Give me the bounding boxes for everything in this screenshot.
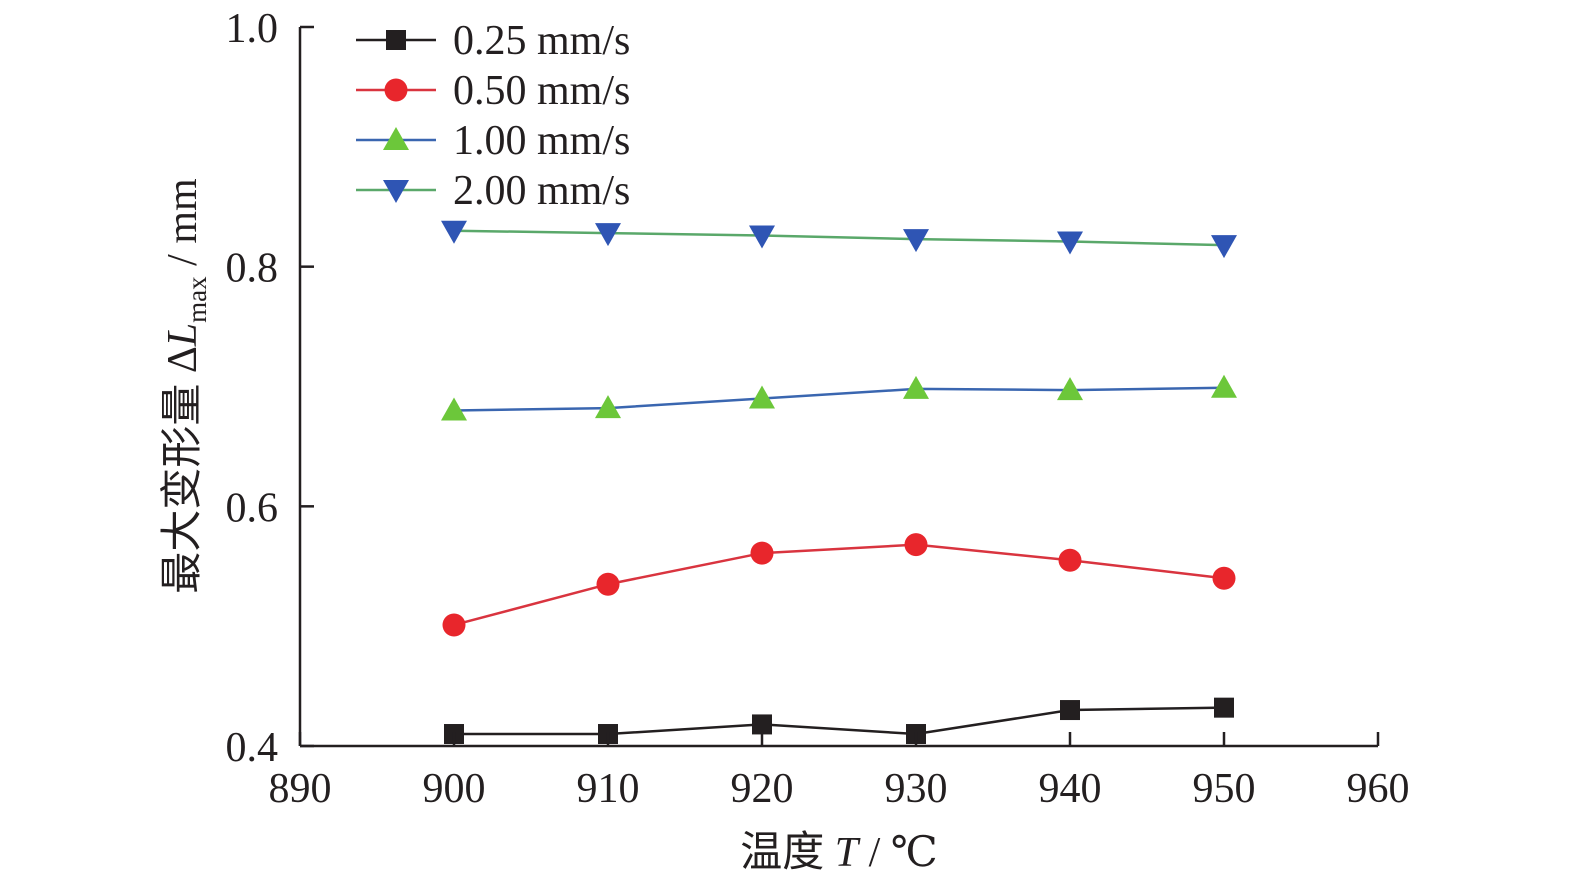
x-tick-label: 920 [731, 766, 794, 812]
data-point-3-0 [441, 220, 467, 244]
x-axis-title: 温度 T / ℃ [740, 830, 938, 876]
series-line-0 [454, 706, 1225, 736]
data-point-1-2 [750, 541, 774, 565]
legend-marker-0 [386, 30, 406, 50]
x-tick-label: 890 [269, 766, 332, 812]
series-line-2 [453, 386, 1225, 412]
data-point-2-5 [1211, 374, 1237, 398]
y-tick-label: 0.6 [226, 485, 279, 531]
data-point-3-4 [1057, 231, 1083, 255]
data-point-0-4 [1060, 700, 1080, 721]
x-axis-title-unit: / ℃ [858, 830, 938, 876]
legend-label-0: 0.25 mm/s [453, 18, 630, 64]
axes [298, 27, 1378, 748]
legend-marker-3 [383, 180, 409, 203]
legend-label-1: 0.50 mm/s [453, 68, 630, 114]
x-tick-label: 960 [1347, 766, 1410, 812]
y-axis-title: 最大变形量 ΔLmax / mm [159, 178, 212, 594]
legend-label-3: 2.00 mm/s [453, 168, 630, 214]
series-line-3 [453, 229, 1225, 247]
data-point-3-3 [903, 229, 929, 253]
data-point-2-3 [903, 375, 929, 399]
y-axis-title-sub: max [182, 276, 212, 323]
y-ticks: 0.4 0.6 0.8 1.0 [226, 6, 314, 771]
x-tick-label: 950 [1193, 766, 1256, 812]
x-tick-label: 930 [885, 766, 948, 812]
y-tick-label: 0.8 [226, 246, 279, 292]
x-axis-title-var: T [835, 830, 861, 876]
data-point-1-5 [1212, 566, 1236, 590]
plot-markers [441, 220, 1237, 745]
x-tick-label: 940 [1039, 766, 1102, 812]
data-point-3-1 [595, 223, 621, 247]
data-point-3-2 [749, 225, 775, 249]
y-axis-title-unit: / mm [160, 178, 206, 276]
data-point-1-4 [1058, 548, 1082, 572]
data-point-1-1 [596, 572, 620, 596]
data-point-2-1 [595, 395, 621, 419]
y-tick-label: 1.0 [226, 6, 279, 52]
x-ticks: 890 900 910 920 930 940 950 960 [269, 732, 1410, 812]
x-tick-label: 910 [577, 766, 640, 812]
legend-marker-2 [383, 127, 409, 150]
x-axis-title-prefix: 温度 [740, 830, 835, 876]
data-point-2-4 [1057, 377, 1083, 401]
data-point-1-0 [442, 613, 466, 637]
y-axis-title-var: L [160, 323, 206, 347]
data-point-0-2 [752, 714, 772, 735]
data-point-0-5 [1214, 697, 1234, 718]
legend-marker-1 [384, 78, 408, 102]
data-point-3-5 [1211, 235, 1237, 259]
x-tick-label: 900 [423, 766, 486, 812]
data-point-2-0 [441, 397, 467, 421]
data-point-2-2 [749, 385, 775, 409]
series-line-1 [453, 543, 1225, 627]
y-axis-title-prefix: 最大变形量 Δ [159, 346, 206, 594]
plot-lines [453, 229, 1225, 736]
legend-label-2: 1.00 mm/s [453, 118, 630, 164]
y-tick-label: 0.4 [226, 725, 279, 771]
legend: 0.25 mm/s0.50 mm/s1.00 mm/s2.00 mm/s [356, 18, 630, 214]
data-point-1-3 [904, 533, 928, 557]
